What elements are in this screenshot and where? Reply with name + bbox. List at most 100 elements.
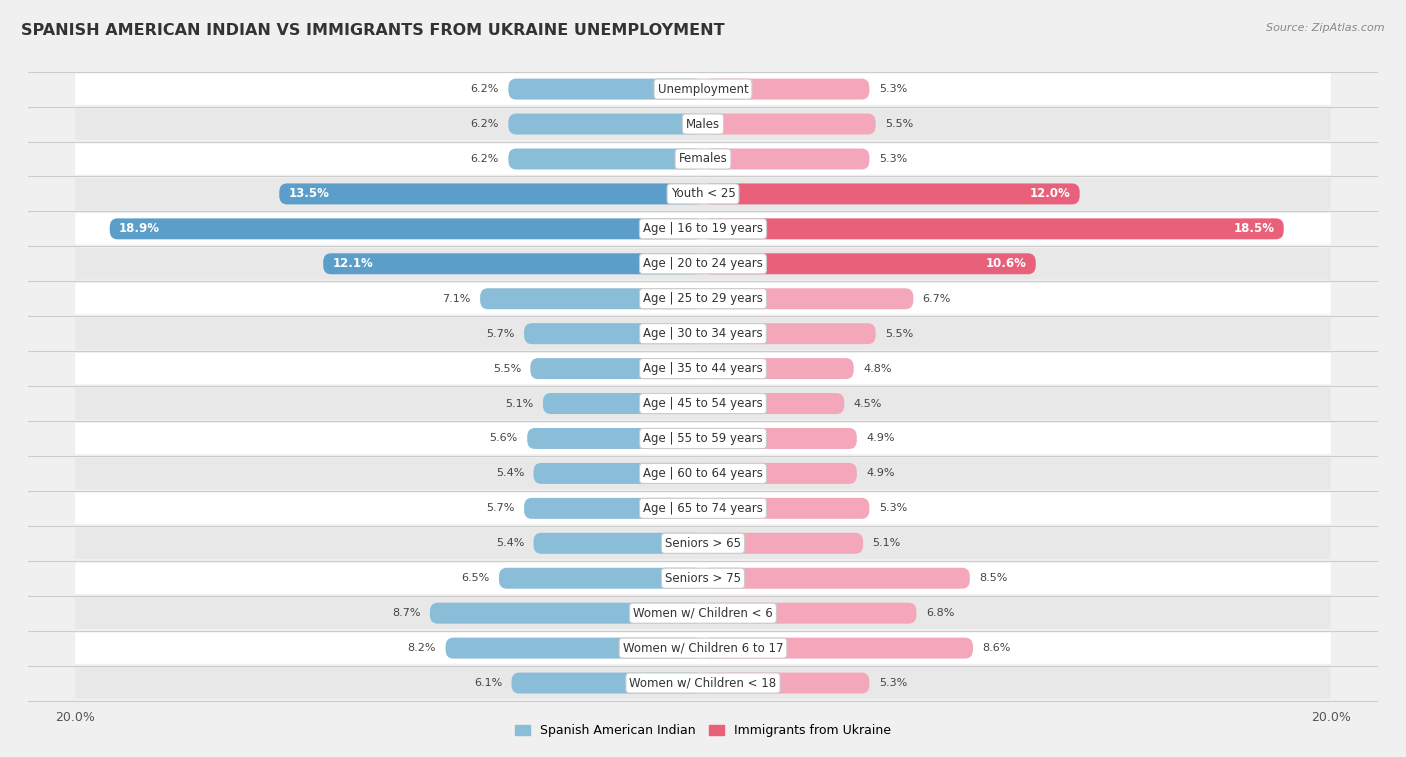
FancyBboxPatch shape <box>280 183 703 204</box>
FancyBboxPatch shape <box>75 178 1331 210</box>
Text: 5.5%: 5.5% <box>884 119 914 129</box>
FancyBboxPatch shape <box>75 73 1331 104</box>
FancyBboxPatch shape <box>509 148 703 170</box>
FancyBboxPatch shape <box>75 493 1331 524</box>
FancyBboxPatch shape <box>75 388 1331 419</box>
Text: 6.1%: 6.1% <box>474 678 502 688</box>
Text: 10.6%: 10.6% <box>986 257 1026 270</box>
FancyBboxPatch shape <box>703 533 863 554</box>
Text: 5.1%: 5.1% <box>505 398 533 409</box>
Text: Age | 16 to 19 years: Age | 16 to 19 years <box>643 223 763 235</box>
FancyBboxPatch shape <box>703 568 970 589</box>
FancyBboxPatch shape <box>530 358 703 379</box>
Text: Age | 25 to 29 years: Age | 25 to 29 years <box>643 292 763 305</box>
FancyBboxPatch shape <box>75 248 1331 279</box>
FancyBboxPatch shape <box>524 323 703 344</box>
Text: 6.2%: 6.2% <box>471 154 499 164</box>
FancyBboxPatch shape <box>75 318 1331 350</box>
Text: 5.5%: 5.5% <box>884 329 914 338</box>
FancyBboxPatch shape <box>703 358 853 379</box>
FancyBboxPatch shape <box>509 114 703 135</box>
Text: 5.1%: 5.1% <box>873 538 901 548</box>
Text: 12.1%: 12.1% <box>333 257 374 270</box>
FancyBboxPatch shape <box>75 108 1331 140</box>
Text: 5.7%: 5.7% <box>486 329 515 338</box>
FancyBboxPatch shape <box>533 533 703 554</box>
Text: 8.2%: 8.2% <box>408 643 436 653</box>
Text: Source: ZipAtlas.com: Source: ZipAtlas.com <box>1267 23 1385 33</box>
Text: Unemployment: Unemployment <box>658 83 748 95</box>
FancyBboxPatch shape <box>703 79 869 100</box>
FancyBboxPatch shape <box>75 668 1331 699</box>
FancyBboxPatch shape <box>703 498 869 519</box>
Text: Age | 55 to 59 years: Age | 55 to 59 years <box>643 432 763 445</box>
FancyBboxPatch shape <box>703 254 1036 274</box>
FancyBboxPatch shape <box>703 183 1080 204</box>
FancyBboxPatch shape <box>703 428 856 449</box>
Text: 5.5%: 5.5% <box>492 363 522 374</box>
FancyBboxPatch shape <box>509 79 703 100</box>
Text: Age | 20 to 24 years: Age | 20 to 24 years <box>643 257 763 270</box>
FancyBboxPatch shape <box>703 637 973 659</box>
FancyBboxPatch shape <box>75 353 1331 385</box>
FancyBboxPatch shape <box>703 603 917 624</box>
FancyBboxPatch shape <box>703 148 869 170</box>
FancyBboxPatch shape <box>75 562 1331 594</box>
Text: 12.0%: 12.0% <box>1029 188 1070 201</box>
Text: 5.3%: 5.3% <box>879 84 907 94</box>
FancyBboxPatch shape <box>75 597 1331 629</box>
Text: 5.3%: 5.3% <box>879 678 907 688</box>
FancyBboxPatch shape <box>430 603 703 624</box>
Text: 6.2%: 6.2% <box>471 84 499 94</box>
Text: 18.9%: 18.9% <box>120 223 160 235</box>
Text: 5.3%: 5.3% <box>879 503 907 513</box>
Text: 6.7%: 6.7% <box>922 294 950 304</box>
FancyBboxPatch shape <box>543 393 703 414</box>
FancyBboxPatch shape <box>524 498 703 519</box>
Text: 18.5%: 18.5% <box>1233 223 1274 235</box>
FancyBboxPatch shape <box>703 218 1284 239</box>
Text: Age | 35 to 44 years: Age | 35 to 44 years <box>643 362 763 375</box>
FancyBboxPatch shape <box>703 323 876 344</box>
FancyBboxPatch shape <box>527 428 703 449</box>
Text: Women w/ Children 6 to 17: Women w/ Children 6 to 17 <box>623 642 783 655</box>
Text: Males: Males <box>686 117 720 130</box>
Text: 8.7%: 8.7% <box>392 608 420 618</box>
Text: 13.5%: 13.5% <box>288 188 329 201</box>
Text: 4.9%: 4.9% <box>866 469 894 478</box>
FancyBboxPatch shape <box>75 458 1331 489</box>
FancyBboxPatch shape <box>703 672 869 693</box>
FancyBboxPatch shape <box>75 143 1331 175</box>
Text: Age | 65 to 74 years: Age | 65 to 74 years <box>643 502 763 515</box>
Text: 5.4%: 5.4% <box>496 469 524 478</box>
Text: 5.3%: 5.3% <box>879 154 907 164</box>
Text: 6.5%: 6.5% <box>461 573 489 583</box>
Text: SPANISH AMERICAN INDIAN VS IMMIGRANTS FROM UKRAINE UNEMPLOYMENT: SPANISH AMERICAN INDIAN VS IMMIGRANTS FR… <box>21 23 724 38</box>
FancyBboxPatch shape <box>533 463 703 484</box>
Text: Age | 30 to 34 years: Age | 30 to 34 years <box>643 327 763 340</box>
Text: 8.6%: 8.6% <box>983 643 1011 653</box>
Text: Females: Females <box>679 152 727 166</box>
FancyBboxPatch shape <box>75 213 1331 245</box>
Text: 5.6%: 5.6% <box>489 434 517 444</box>
Text: 4.8%: 4.8% <box>863 363 891 374</box>
Text: 6.2%: 6.2% <box>471 119 499 129</box>
Text: 5.7%: 5.7% <box>486 503 515 513</box>
FancyBboxPatch shape <box>703 288 914 309</box>
Text: Age | 45 to 54 years: Age | 45 to 54 years <box>643 397 763 410</box>
FancyBboxPatch shape <box>110 218 703 239</box>
FancyBboxPatch shape <box>703 393 844 414</box>
Text: 4.9%: 4.9% <box>866 434 894 444</box>
FancyBboxPatch shape <box>479 288 703 309</box>
FancyBboxPatch shape <box>446 637 703 659</box>
FancyBboxPatch shape <box>323 254 703 274</box>
FancyBboxPatch shape <box>703 463 856 484</box>
Text: 8.5%: 8.5% <box>979 573 1008 583</box>
Text: Seniors > 65: Seniors > 65 <box>665 537 741 550</box>
Text: 4.5%: 4.5% <box>853 398 882 409</box>
FancyBboxPatch shape <box>75 632 1331 664</box>
FancyBboxPatch shape <box>75 283 1331 314</box>
FancyBboxPatch shape <box>703 114 876 135</box>
Text: Women w/ Children < 18: Women w/ Children < 18 <box>630 677 776 690</box>
Text: Women w/ Children < 6: Women w/ Children < 6 <box>633 606 773 620</box>
